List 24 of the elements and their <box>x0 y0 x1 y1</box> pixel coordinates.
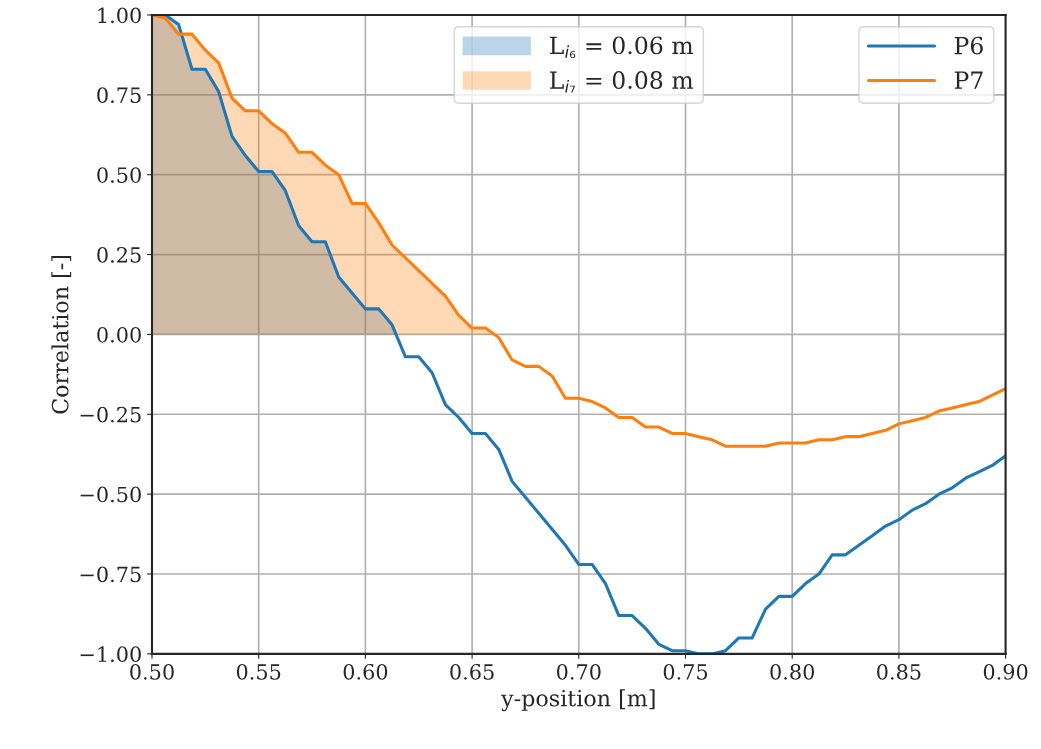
x-tick-label: 0.60 <box>343 663 388 680</box>
legend-label: P6 <box>954 36 983 55</box>
y-tick-label: −0.50 <box>80 486 141 503</box>
legend-label: L$_{i₆}$ = 0.06 m <box>549 36 694 59</box>
x-tick-label: 0.65 <box>450 663 494 680</box>
x-tick-label: 0.85 <box>877 663 921 680</box>
y-tick-label: 0.50 <box>97 167 141 183</box>
y-tick-label: 0.75 <box>97 87 141 104</box>
x-axis-title: y-position [m] <box>501 689 655 712</box>
y-axis-title: Correlation [-] <box>51 255 72 414</box>
x-tick-label: 0.80 <box>770 663 815 680</box>
y-tick-label: −1.00 <box>80 646 141 663</box>
x-tick-label: 0.75 <box>663 663 708 680</box>
x-tick-label: 0.55 <box>236 663 281 680</box>
x-tick-label: 0.70 <box>556 663 601 680</box>
y-tick-label: −0.75 <box>80 566 141 583</box>
y-tick-label: 0.00 <box>97 326 141 343</box>
y-tick-label: −0.25 <box>80 406 141 423</box>
legend-label: P7 <box>954 71 983 89</box>
y-tick-label: 0.25 <box>97 247 141 263</box>
x-tick-label: 0.50 <box>130 663 174 680</box>
y-tick-label: 1.00 <box>98 7 141 24</box>
x-tick-label: 0.90 <box>983 663 1028 680</box>
legend-label: L$_{i₇}$ = 0.08 m <box>549 71 694 93</box>
